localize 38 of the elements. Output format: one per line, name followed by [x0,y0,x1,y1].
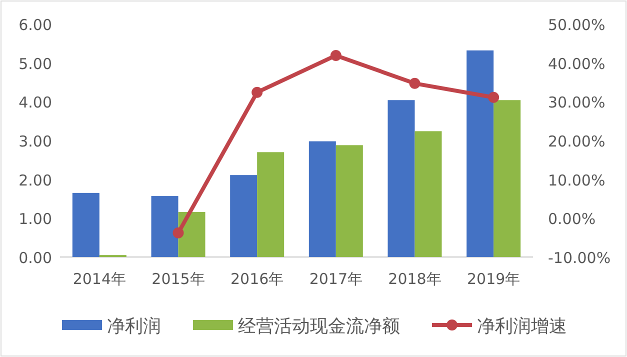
x-tick-label: 2014年 [72,270,126,288]
y-tick-label: 6.00 [18,16,52,34]
point [488,92,500,103]
y2-tick-label: 10.00% [548,171,606,190]
point [252,86,263,98]
y-tick-label: 2.00 [18,171,52,190]
bar [257,152,284,257]
bar [494,100,521,257]
point [172,227,184,238]
bar [151,196,178,257]
x-tick-label: 2016年 [230,270,284,288]
x-tick-label: 2017年 [309,270,363,288]
bar [414,131,442,257]
y-tick-label: 5.00 [18,54,52,73]
bar [336,145,363,257]
y-tick-label: 3.00 [18,132,52,150]
legend-label: 经营活动现金流净额 [238,316,400,337]
point [409,78,420,89]
x-tick-label: 2018年 [388,270,442,288]
y2-tick-label: -10.00% [548,249,611,267]
bar [388,100,415,257]
x-tick-label: 2015年 [152,270,205,288]
bar [466,50,494,257]
y2-tick-label: 30.00% [548,94,606,112]
point [330,50,342,61]
legend-label: 净利润增速 [477,316,567,337]
bar [230,175,258,257]
y2-tick-label: 0.00% [548,210,596,228]
y2-tick-label: 20.00% [548,132,606,150]
y-tick-label: 4.00 [18,94,52,112]
bar [72,192,100,257]
legend-label: 净利润 [107,316,161,337]
y2-tick-label: 50.00% [548,16,606,34]
bar [308,141,336,257]
x-tick-label: 2019年 [466,270,520,288]
y2-tick-label: 40.00% [548,54,606,73]
y-tick-label: 1.00 [18,210,52,228]
y-tick-label: 0.00 [18,249,52,267]
